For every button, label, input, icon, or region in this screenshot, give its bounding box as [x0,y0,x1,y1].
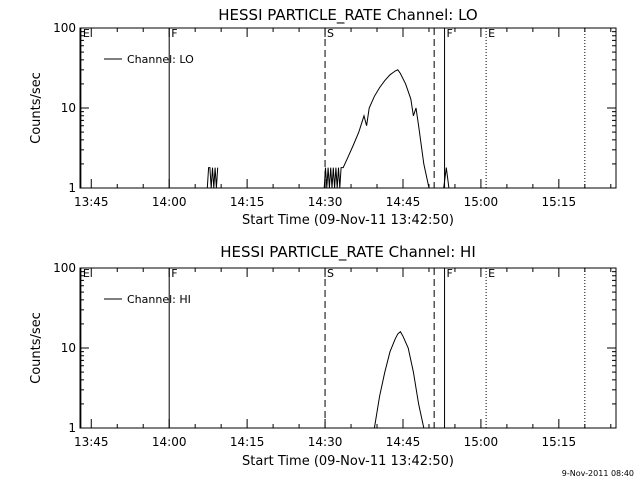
x-tick-label: 14:00 [152,195,187,209]
y-tick-label: 100 [53,21,76,35]
x-tick-label: 14:30 [308,195,343,209]
chart-title: HESSI PARTICLE_RATE Channel: HI [220,243,476,262]
data-series-line [323,69,430,189]
x-tick-label: 14:45 [386,195,421,209]
plot-frame [79,267,617,429]
event-marker-label: E [83,267,90,280]
x-tick-label: 14:30 [308,435,343,449]
y-tick-label: 10 [61,101,76,115]
y-tick-label: 1 [68,181,76,195]
y-tick-label: 1 [68,421,76,435]
legend-label: Channel: HI [127,293,191,306]
x-axis-label: Start Time (09-Nov-11 13:42:50) [242,454,454,469]
event-marker-label: F [171,27,177,40]
x-axis-label: Start Time (09-Nov-11 13:42:50) [242,213,454,228]
legend-label: Channel: LO [127,53,194,66]
y-tick-label: 100 [53,261,76,275]
event-marker-label: E [83,27,90,40]
x-tick-label: 15:15 [542,435,577,449]
event-marker-label: S [327,27,334,40]
x-tick-label: 15:00 [464,195,499,209]
event-marker-label: F [171,267,177,280]
x-tick-label: 13:45 [74,435,109,449]
x-tick-label: 14:00 [152,435,187,449]
data-series-line [373,330,425,429]
event-marker-label: S [327,267,334,280]
x-tick-label: 14:15 [230,435,265,449]
data-series-line [206,167,219,189]
event-marker-label: E [488,27,495,40]
x-tick-label: 13:45 [74,195,109,209]
x-tick-label: 15:15 [542,195,577,209]
event-marker-label: F [447,27,453,40]
chart-title: HESSI PARTICLE_RATE Channel: LO [218,6,477,25]
timestamp: 9-Nov-2011 08:40 [561,469,634,478]
y-tick-label: 10 [61,341,76,355]
y-axis-label: Counts/sec [29,312,44,384]
x-tick-label: 14:15 [230,195,265,209]
event-marker-label: F [447,267,453,280]
data-series-line [443,167,450,189]
event-marker-label: E [488,267,495,280]
y-axis-label: Counts/sec [29,72,44,144]
x-tick-label: 15:00 [464,435,499,449]
x-tick-label: 14:45 [386,435,421,449]
plot-frame [79,27,617,189]
